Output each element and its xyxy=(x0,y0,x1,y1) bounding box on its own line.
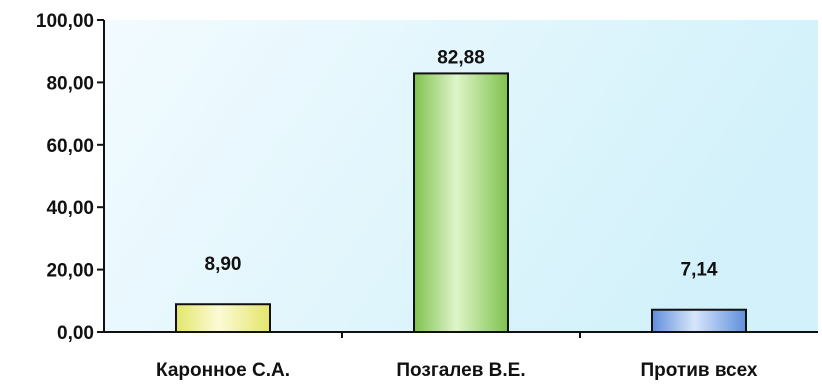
category-label: Против всех xyxy=(641,360,758,381)
bar-3 xyxy=(651,308,747,334)
category-label: Каронноe С.А. xyxy=(156,360,290,381)
data-label: 8,90 xyxy=(205,254,242,275)
y-tick-label: 0,00 xyxy=(57,323,94,344)
data-label: 7,14 xyxy=(681,260,718,281)
category-label: Позгалев В.Е. xyxy=(396,360,525,381)
y-tick-label: 80,00 xyxy=(46,73,94,94)
bar-1 xyxy=(175,303,271,333)
y-tick-label: 60,00 xyxy=(46,136,94,157)
y-tick-label: 40,00 xyxy=(46,198,94,219)
y-tick-label: 20,00 xyxy=(46,261,94,282)
y-tick-label: 100,00 xyxy=(36,11,94,32)
bars xyxy=(175,72,747,334)
labels: 8,90 Каронноe С.А. 82,88 Позгалев В.Е. 7,14 П… xyxy=(156,47,758,381)
data-label: 82,88 xyxy=(437,47,485,68)
bar-2 xyxy=(413,72,509,333)
